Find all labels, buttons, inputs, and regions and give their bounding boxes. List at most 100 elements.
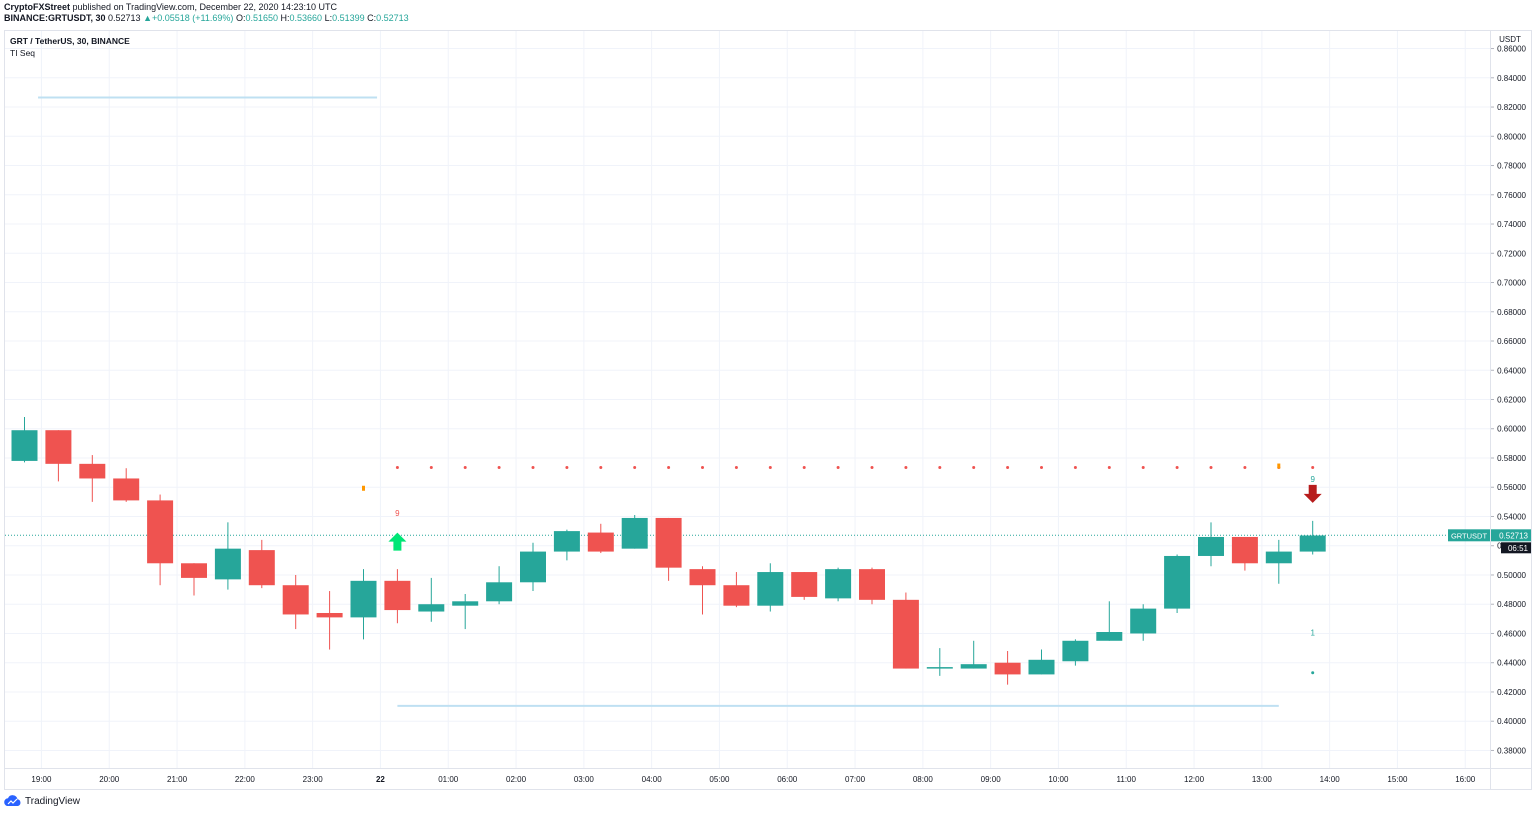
resistance-dot	[938, 465, 942, 469]
bull-candle	[553, 531, 580, 552]
price-tick-label: 0.74000	[1497, 220, 1526, 229]
resistance-dot	[395, 465, 399, 469]
bull-candle	[350, 580, 377, 618]
bear-candle	[859, 569, 885, 600]
price-tick-label: 0.56000	[1497, 483, 1526, 492]
resistance-dot	[1040, 465, 1043, 469]
resistance-dot	[565, 465, 569, 469]
setup-marker	[362, 485, 365, 491]
price-tick-label: 0.48000	[1497, 600, 1526, 609]
bull-candle	[757, 572, 784, 606]
publish-line: CryptoFXStreet published on TradingView.…	[4, 2, 409, 13]
low-label: L:	[324, 13, 333, 23]
bull-candle	[486, 582, 513, 602]
bull-candle	[1130, 608, 1157, 634]
bear-candle	[181, 563, 207, 578]
bear-candle	[79, 463, 106, 479]
seq-count-label: 9	[1310, 475, 1315, 484]
open-value: 0.51650	[245, 13, 278, 23]
grid-lines	[5, 31, 1490, 768]
footer-brand[interactable]: TradingView	[4, 795, 80, 807]
author-name[interactable]: CryptoFXStreet	[4, 2, 71, 12]
resistance-dot	[904, 465, 908, 469]
bear-candle	[587, 532, 614, 552]
up-triangle-icon: ▲	[143, 13, 153, 23]
bull-candle	[1096, 632, 1123, 641]
indicator-label[interactable]: TI Seq	[10, 48, 35, 58]
bull-candle	[926, 667, 953, 669]
resistance-dot	[1006, 465, 1010, 469]
seq-count-label: 9	[395, 509, 400, 518]
time-tick-label: 12:00	[1184, 775, 1205, 784]
publish-info: CryptoFXStreet published on TradingView.…	[4, 2, 409, 24]
time-tick-label: 22	[376, 775, 385, 784]
price-tick-label: 0.78000	[1497, 162, 1526, 171]
price-tick-label: 0.66000	[1497, 337, 1526, 346]
time-tick-label: 14:00	[1320, 775, 1341, 784]
price-tick-label: 0.42000	[1497, 688, 1526, 697]
time-tick-label: 19:00	[31, 775, 52, 784]
resistance-dot	[768, 465, 772, 469]
bull-candle	[825, 569, 852, 599]
price-tick-label: 0.44000	[1497, 659, 1526, 668]
bear-candle	[892, 599, 919, 669]
bear-candle	[113, 478, 140, 501]
bear-candle	[147, 500, 174, 564]
resistance-dot	[1311, 465, 1315, 469]
bull-candle	[621, 517, 648, 549]
bull-candle	[1198, 536, 1224, 556]
symbol-tag-bg	[1448, 529, 1490, 542]
resistance-dot	[429, 465, 433, 469]
price-tag-bg	[1491, 529, 1531, 542]
open-label: O:	[235, 13, 246, 23]
time-tick-label: 01:00	[438, 775, 459, 784]
symbol-tag-text: GRTUSDT	[1451, 531, 1488, 540]
price-tick-label: 0.84000	[1497, 74, 1526, 83]
resistance-dot	[1243, 465, 1247, 469]
price-axis[interactable]: USDT 0.86000 0.84000 0.82000 0.80000 0.78000…	[1491, 35, 1527, 755]
footer-brand-text: TradingView	[25, 795, 81, 807]
bull-candle	[452, 601, 479, 606]
resistance-dot	[1175, 465, 1179, 469]
price-tick-label: 0.60000	[1497, 425, 1526, 434]
time-tick-label: 13:00	[1252, 775, 1273, 784]
price-tick-label: 0.40000	[1497, 717, 1526, 726]
bear-candle	[723, 585, 750, 606]
bear-candle	[655, 517, 682, 568]
price-tag-value: 0.52713	[1499, 531, 1528, 540]
price-tick-label: 0.80000	[1497, 132, 1526, 141]
time-tick-label: 10:00	[1048, 775, 1069, 784]
price-tick-label: 0.50000	[1497, 571, 1526, 580]
seq-count-label: 1	[1310, 629, 1315, 638]
resistance-dot	[531, 465, 535, 469]
close-label: C:	[367, 13, 377, 23]
time-axis[interactable]: 19:00 20:00 21:00 22:00 23:00 22 01:00 02:00 03:…	[31, 775, 1475, 784]
bear-candle	[689, 569, 716, 586]
resistance-dot	[1073, 465, 1077, 469]
time-tick-label: 15:00	[1387, 775, 1408, 784]
resistance-dot	[836, 465, 840, 469]
resistance-dot	[633, 465, 637, 469]
price-tick-label: 0.82000	[1497, 103, 1526, 112]
time-tick-label: 02:00	[506, 775, 527, 784]
time-tick-label: 05:00	[709, 775, 730, 784]
time-tick-label: 08:00	[913, 775, 934, 784]
setup-marker	[1277, 463, 1281, 469]
bear-candle	[791, 572, 818, 597]
bull-candle	[520, 551, 546, 583]
time-tick-label: 21:00	[167, 775, 188, 784]
time-tick-label: 09:00	[981, 775, 1002, 784]
high-value: 0.53660	[289, 13, 323, 23]
price-tick-label: 0.86000	[1497, 45, 1526, 54]
bull-candle	[1265, 551, 1292, 564]
chart-frame	[4, 30, 1532, 790]
bull-candle	[1062, 640, 1089, 662]
resistance-dot	[599, 465, 603, 469]
price-tick-label: 0.58000	[1497, 454, 1526, 463]
resistance-dot	[870, 465, 874, 469]
resistance-dot	[802, 465, 806, 469]
resistance-dot	[1141, 465, 1145, 469]
candles-layer	[11, 417, 1326, 685]
time-tick-label: 04:00	[642, 775, 663, 784]
